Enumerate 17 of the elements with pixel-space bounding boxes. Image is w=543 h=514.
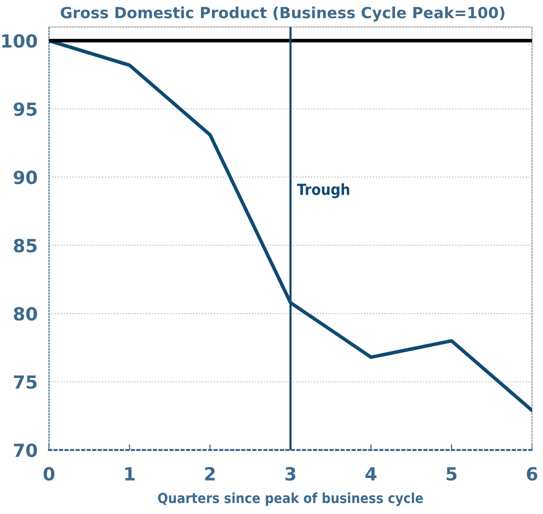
x-tick-label: 6 bbox=[526, 467, 538, 481]
x-tick-label: 4 bbox=[366, 467, 376, 480]
x-tick-label: 1 bbox=[125, 467, 135, 480]
y-tick-label: 95 bbox=[14, 102, 37, 116]
y-tick-label: 75 bbox=[14, 375, 37, 389]
y-tick-label: 70 bbox=[14, 443, 38, 458]
ref-line-label: Trough bbox=[297, 183, 350, 198]
x-axis-title: Quarters since peak of business cycle bbox=[158, 492, 423, 506]
x-tick-label: 3 bbox=[285, 466, 296, 481]
x-tick-label: 5 bbox=[446, 467, 457, 481]
y-tick-label: 80 bbox=[14, 307, 38, 321]
x-tick-label: 0 bbox=[44, 466, 54, 481]
y-tick-label: 90 bbox=[14, 170, 38, 184]
x-tick-label: 2 bbox=[205, 466, 215, 480]
y-tick-label: 85 bbox=[14, 238, 37, 252]
chart-title: Gross Domestic Product (Business Cycle Peak=100) bbox=[60, 6, 504, 22]
y-tick-label: 100 bbox=[2, 34, 38, 48]
